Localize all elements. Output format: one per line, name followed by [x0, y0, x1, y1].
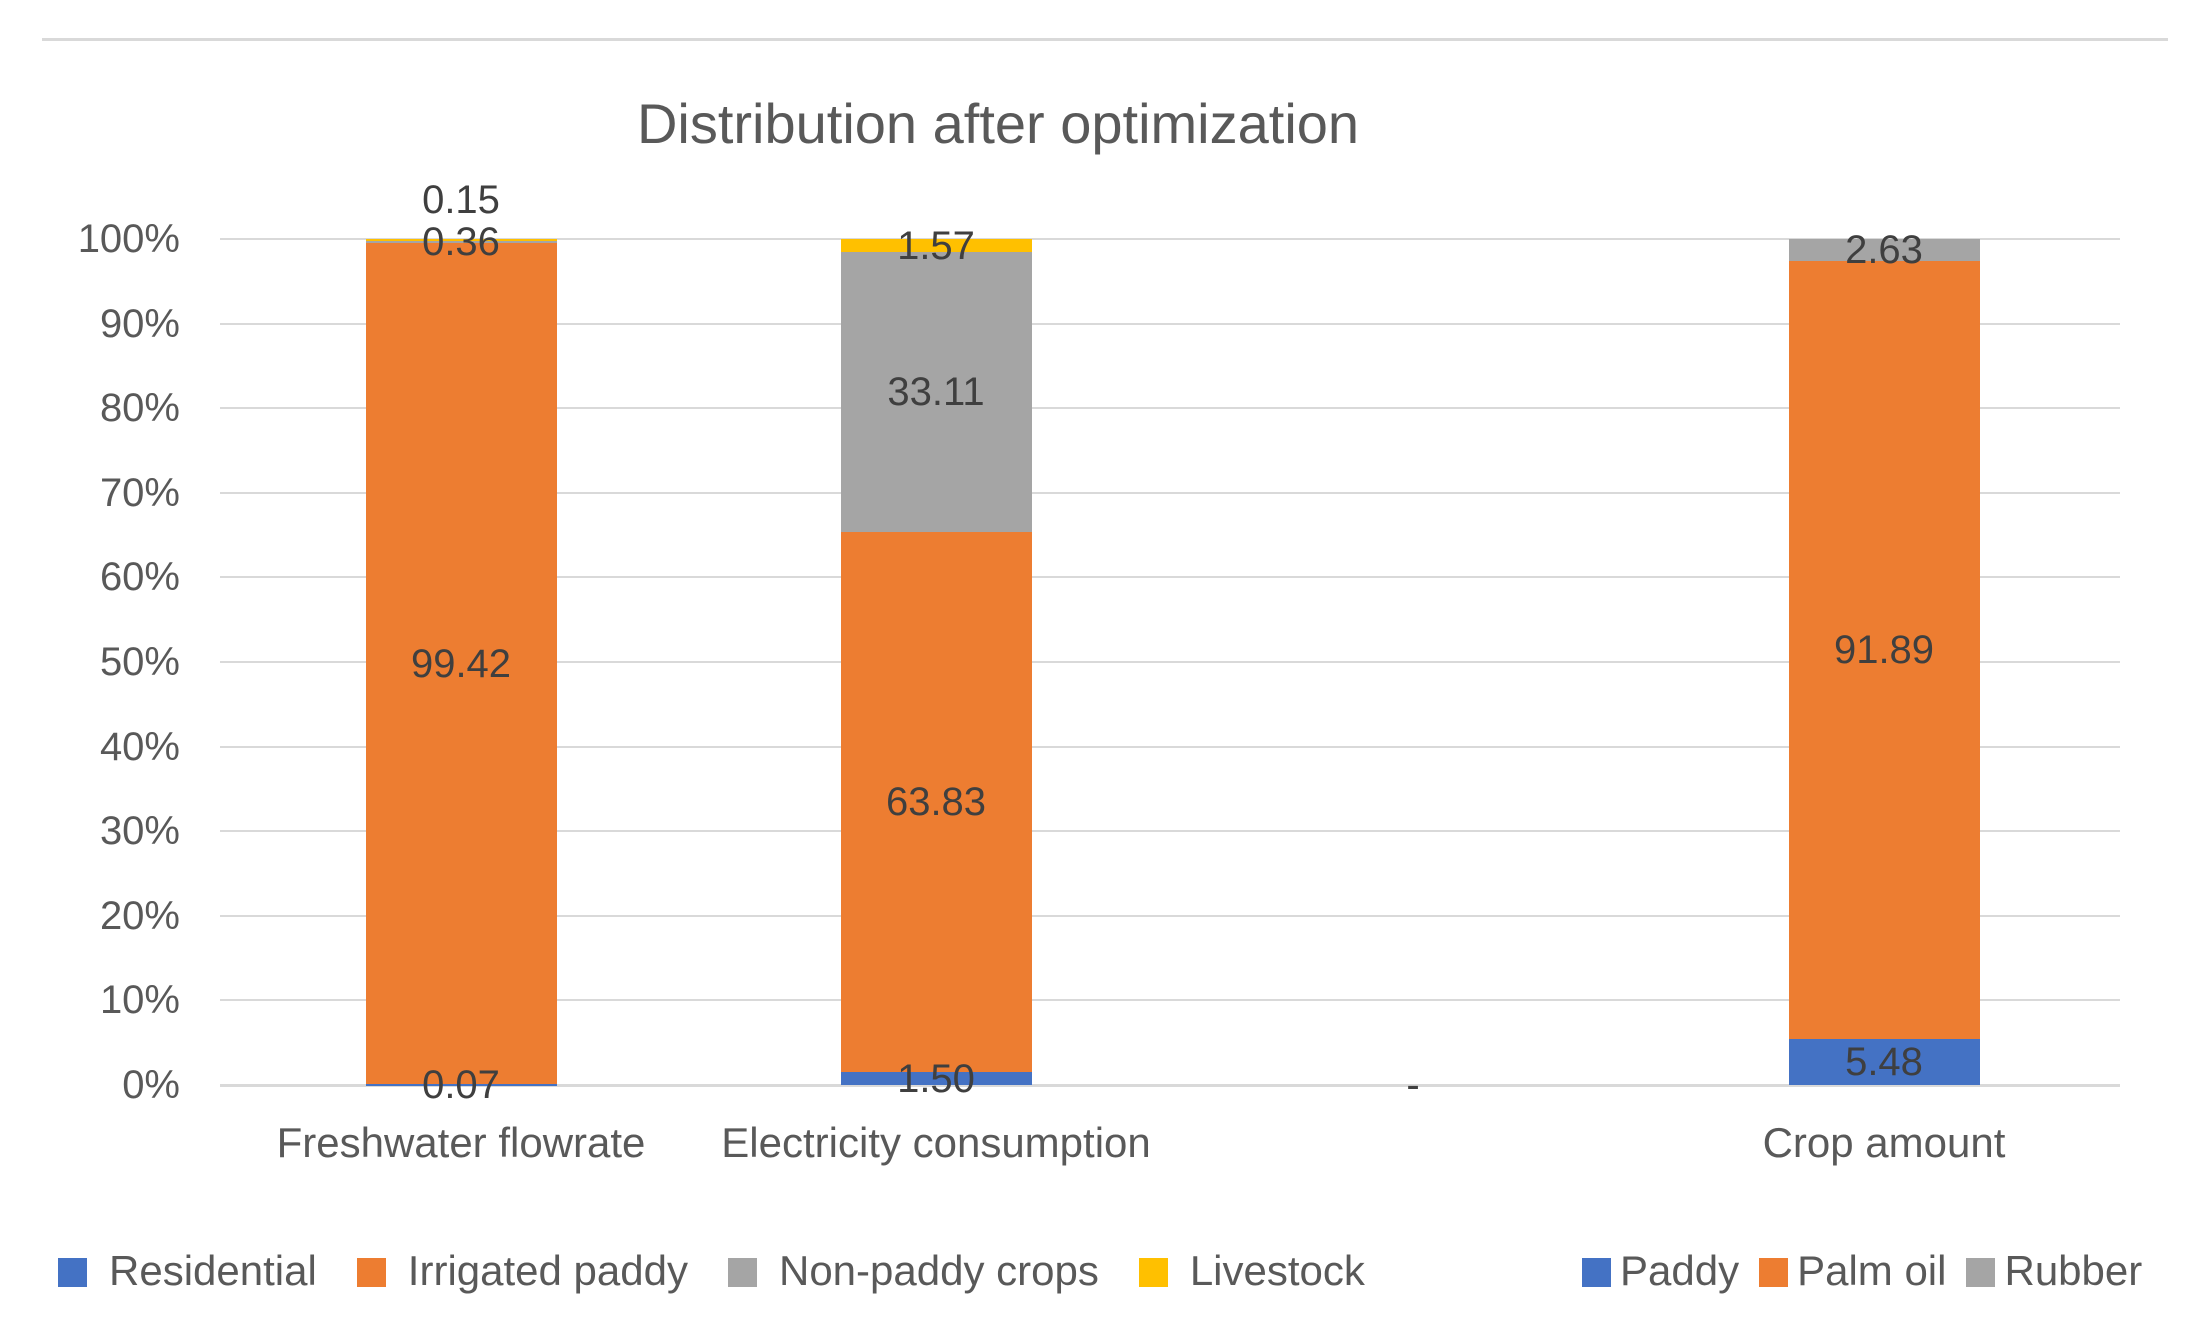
bar-segment-non-paddy-crops	[365, 240, 557, 244]
legend-crops: Paddy Palm oil Rubber	[1582, 1249, 2142, 1293]
bar-segment-irrigated-paddy	[365, 243, 557, 1085]
legend-swatch-icon	[1582, 1258, 1611, 1287]
bar-segment-livestock	[365, 239, 557, 241]
legend-swatch-icon	[1138, 1258, 1168, 1287]
data-label: 1.57	[897, 223, 975, 268]
y-tick-label: 50%	[99, 640, 180, 684]
y-tick-label: 80%	[99, 386, 180, 431]
gridline-100	[220, 238, 2120, 240]
legend-swatch-icon	[1966, 1258, 1996, 1287]
gridline-70	[220, 491, 2120, 494]
data-label: 0.36	[422, 219, 500, 264]
gridline-0	[220, 1084, 2120, 1087]
category-label: Electricity consumption	[721, 1119, 1151, 1166]
data-label: 91.89	[1833, 627, 1935, 672]
legend-label: Palm oil	[1797, 1247, 1947, 1294]
y-tick-label: 40%	[99, 724, 180, 769]
legend-label: Livestock	[1189, 1247, 1365, 1294]
y-tick-label: 90%	[99, 301, 180, 346]
y-tick-label: 20%	[99, 893, 180, 938]
gridline-40	[220, 745, 2120, 748]
legend-swatch-icon	[727, 1258, 757, 1287]
gridline-50	[220, 661, 2120, 663]
category-label: Freshwater flowrate	[276, 1119, 646, 1166]
legend-item-non-paddy-crops: Non-paddy crops	[727, 1247, 1099, 1294]
y-tick-label: 30%	[99, 809, 180, 854]
legend-swatch-icon	[1759, 1258, 1789, 1287]
gridline-80	[220, 407, 2120, 410]
data-label: 0.07	[422, 1062, 500, 1107]
legend-label: Residential	[109, 1247, 317, 1294]
legend-item-residential: Residential	[58, 1250, 317, 1292]
bar-segment-irrigated-paddy	[840, 532, 1032, 1073]
legend-label: Rubber	[2004, 1247, 2143, 1294]
legend-item-irrigated-paddy: Irrigated paddy	[356, 1247, 688, 1294]
chart-top-border	[42, 38, 2168, 41]
data-label: 5.48	[1845, 1039, 1923, 1084]
legend-item-paddy: Paddy	[1582, 1250, 1739, 1292]
y-tick-label: 0%	[122, 1063, 180, 1107]
y-tick-label: 10%	[99, 978, 180, 1023]
gridline-90	[220, 322, 2120, 325]
data-label: 99.42	[410, 641, 512, 686]
bar-segment-palm-oil	[1788, 261, 1980, 1039]
y-tick-label: 100%	[77, 217, 180, 261]
gridline-20	[220, 914, 2120, 917]
empty-value-dash: -	[1406, 1063, 1420, 1107]
data-label: 1.50	[897, 1056, 975, 1101]
bar-segment-rubber	[1788, 239, 1980, 262]
legend-swatch-icon	[58, 1258, 87, 1287]
legend-label: Irrigated paddy	[407, 1247, 688, 1294]
legend-item-palm-oil: Palm oil	[1759, 1250, 1946, 1292]
data-label: 0.15	[422, 177, 500, 222]
bar-segment-residential	[365, 1084, 557, 1086]
gridline-10	[220, 999, 2120, 1002]
data-label: 33.11	[887, 370, 985, 415]
category-label: Crop amount	[1762, 1119, 2006, 1166]
data-label: 2.63	[1845, 228, 1923, 273]
gridline-60	[220, 576, 2120, 579]
bar-segment-residential	[840, 1072, 1032, 1085]
data-label: 63.83	[885, 780, 987, 825]
y-tick-label: 70%	[99, 470, 180, 515]
bar-segment-livestock	[840, 238, 1032, 253]
legend-item-rubber: Rubber	[1966, 1250, 2142, 1292]
bar-segment-non-paddy-crops	[840, 252, 1032, 533]
chart-title: Distribution after optimization	[636, 92, 1360, 155]
legend-label: Paddy	[1620, 1247, 1740, 1294]
legend-item-livestock: Livestock	[1138, 1247, 1365, 1294]
legend-water-electricity: Residential Irrigated paddy Non-paddy crop…	[58, 1249, 1365, 1293]
y-tick-label: 60%	[99, 555, 180, 600]
legend-swatch-icon	[356, 1258, 386, 1287]
gridline-30	[220, 830, 2120, 833]
bar-segment-paddy	[1788, 1038, 1980, 1085]
legend-label: Non-paddy crops	[778, 1247, 1099, 1294]
